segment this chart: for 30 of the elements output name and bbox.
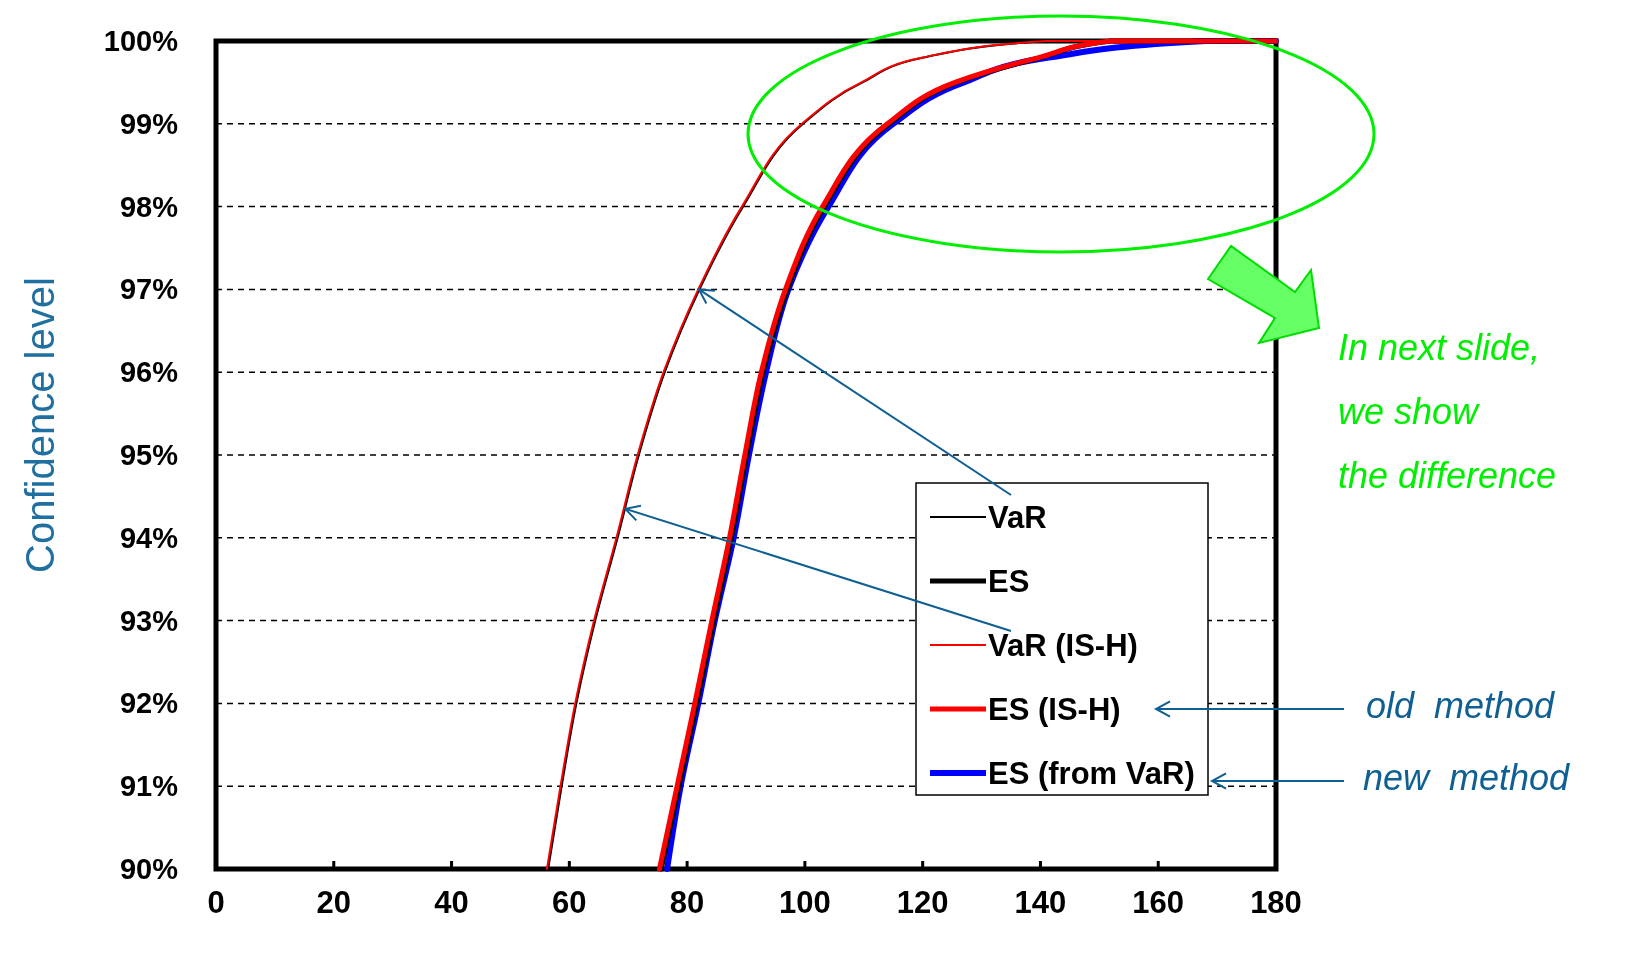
x-tick-label: 40 <box>434 885 469 920</box>
x-tick-label: 0 <box>207 885 225 920</box>
x-tick-label: 140 <box>1014 885 1067 920</box>
y-axis-title: Confidence level <box>18 277 62 573</box>
y-tick-label: 95% <box>119 439 179 471</box>
y-tick-label: 94% <box>119 521 179 554</box>
y-tick-label: 93% <box>119 604 179 637</box>
legend-label: ES (IS-H) <box>988 692 1121 727</box>
x-tick-label: 120 <box>896 885 949 920</box>
y-tick-label: 96% <box>119 356 179 389</box>
x-tick-label: 100 <box>779 885 831 920</box>
x-tick-label: 60 <box>552 885 587 920</box>
x-tick-label: 160 <box>1132 885 1185 920</box>
legend-label: VaR <box>988 500 1047 535</box>
x-tick-label: 20 <box>316 885 352 920</box>
y-tick-label: 92% <box>119 687 179 720</box>
y-tick-label: 91% <box>119 770 179 803</box>
legend-label: VaR (IS-H) <box>988 628 1138 663</box>
text: In next slide, we show the difference <box>1338 327 1557 496</box>
y-tick-label: 90% <box>119 853 179 885</box>
text: new method <box>1363 757 1571 798</box>
y-tick-label: 98% <box>119 190 179 223</box>
y-tick-label: 99% <box>119 107 179 140</box>
text: old method <box>1366 685 1556 726</box>
y-tick-label: 100% <box>103 25 179 57</box>
legend-label: ES <box>988 564 1030 599</box>
y-tick-label: 97% <box>119 273 179 306</box>
x-tick-label: 80 <box>669 885 705 920</box>
x-tick-label: 180 <box>1250 885 1302 920</box>
legend-label: ES (from VaR) <box>988 756 1195 791</box>
